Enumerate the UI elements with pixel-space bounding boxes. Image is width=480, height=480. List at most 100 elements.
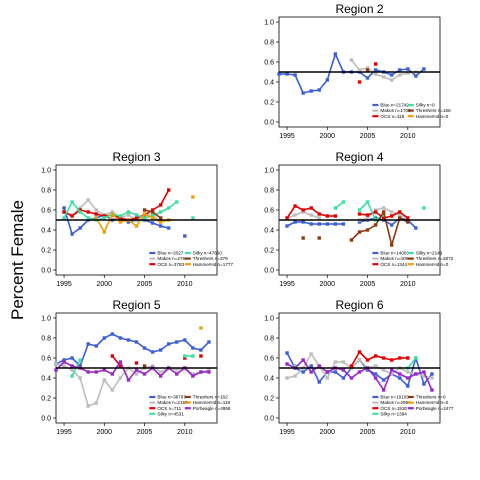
data-point xyxy=(373,216,378,220)
data-point xyxy=(398,376,402,380)
data-point xyxy=(175,200,179,204)
data-point xyxy=(158,374,163,378)
data-point xyxy=(62,210,66,214)
data-point xyxy=(365,228,370,232)
data-point xyxy=(142,208,147,212)
data-point xyxy=(199,326,203,330)
data-point xyxy=(414,74,418,78)
data-point xyxy=(414,226,418,230)
panel-title: Region 6 xyxy=(335,298,383,312)
data-point xyxy=(357,80,362,84)
data-point xyxy=(317,364,321,368)
data-point xyxy=(301,210,305,214)
series-segment xyxy=(334,53,345,73)
data-point xyxy=(349,376,354,380)
series-segment xyxy=(302,359,312,373)
data-point xyxy=(406,370,410,374)
x-tick-label: 2000 xyxy=(320,133,336,140)
y-tick-label: 1.0 xyxy=(41,316,51,323)
data-point xyxy=(398,372,402,376)
y-tick-label: 0.6 xyxy=(41,356,51,363)
data-point xyxy=(301,220,305,224)
data-point xyxy=(373,208,378,212)
y-tick-label: 0.2 xyxy=(264,396,274,403)
data-point xyxy=(54,362,58,366)
data-point xyxy=(390,372,394,376)
data-point xyxy=(381,368,386,372)
data-point xyxy=(150,364,155,368)
data-point xyxy=(398,68,402,72)
data-point xyxy=(150,214,155,218)
data-point xyxy=(199,348,203,352)
data-point xyxy=(134,224,139,228)
legend-label: Threshers n=158 xyxy=(416,108,451,113)
legend-label: Blue n=2027 xyxy=(157,251,183,256)
data-point xyxy=(110,212,115,216)
data-point xyxy=(94,401,98,405)
data-point xyxy=(102,230,106,234)
data-point xyxy=(110,388,115,392)
x-tick-label: 2010 xyxy=(177,429,193,436)
series-segment xyxy=(423,371,433,391)
x-tick-label: 2010 xyxy=(400,281,416,288)
data-point xyxy=(78,210,82,214)
legend-label: Makos n=2157 xyxy=(157,400,188,405)
data-point xyxy=(301,236,305,240)
series-threshers xyxy=(142,364,147,368)
x-tick-label: 1995 xyxy=(279,281,295,288)
data-point xyxy=(309,206,313,210)
data-point xyxy=(70,200,74,204)
y-tick-label: 0.8 xyxy=(264,188,274,195)
legend-label: Threshers n=379 xyxy=(193,256,228,261)
data-point xyxy=(365,66,370,70)
data-point xyxy=(341,200,346,204)
data-point xyxy=(365,368,370,372)
data-point xyxy=(357,68,362,72)
data-point xyxy=(158,210,163,214)
series-segment xyxy=(366,201,377,221)
series-segment xyxy=(302,353,312,369)
data-point xyxy=(78,376,82,380)
data-point xyxy=(102,368,106,372)
data-point xyxy=(293,364,297,368)
data-point xyxy=(381,378,386,382)
data-point xyxy=(406,216,410,220)
data-point xyxy=(293,213,297,217)
data-point xyxy=(62,360,66,364)
data-point xyxy=(398,356,402,360)
data-point xyxy=(158,203,163,207)
data-point xyxy=(86,210,90,214)
data-point xyxy=(325,214,329,218)
legend-label: OCS n=1344 xyxy=(380,262,407,267)
data-point xyxy=(365,213,370,217)
legend-label: Makos n=409 xyxy=(380,256,408,261)
y-tick-label: 0.6 xyxy=(264,60,274,67)
series-segment xyxy=(382,211,393,246)
x-tick-label: 2000 xyxy=(320,281,336,288)
panels: Region 2 0.0 0.2 0.4 0.6 0.8 1.0 1995 2000 2005 20… xyxy=(41,2,454,436)
data-point xyxy=(381,206,386,210)
data-point xyxy=(126,210,131,214)
panel-title: Region 2 xyxy=(335,2,383,16)
y-tick-label: 0.0 xyxy=(264,120,274,127)
data-point xyxy=(341,368,346,372)
data-point xyxy=(167,188,171,192)
y-tick-label: 0.0 xyxy=(41,416,51,423)
data-point xyxy=(150,216,155,220)
data-point xyxy=(78,208,82,212)
data-point xyxy=(390,78,394,82)
data-point xyxy=(86,198,90,202)
series-ocs xyxy=(349,350,410,368)
series-segment xyxy=(286,205,296,219)
x-tick-label: 1995 xyxy=(279,133,295,140)
x-tick-label: 2005 xyxy=(360,429,376,436)
data-point xyxy=(102,214,106,218)
data-point xyxy=(301,370,305,374)
data-point xyxy=(406,384,410,388)
data-point xyxy=(150,210,155,214)
data-point xyxy=(357,358,362,362)
data-point xyxy=(422,206,426,210)
data-point xyxy=(349,58,354,62)
